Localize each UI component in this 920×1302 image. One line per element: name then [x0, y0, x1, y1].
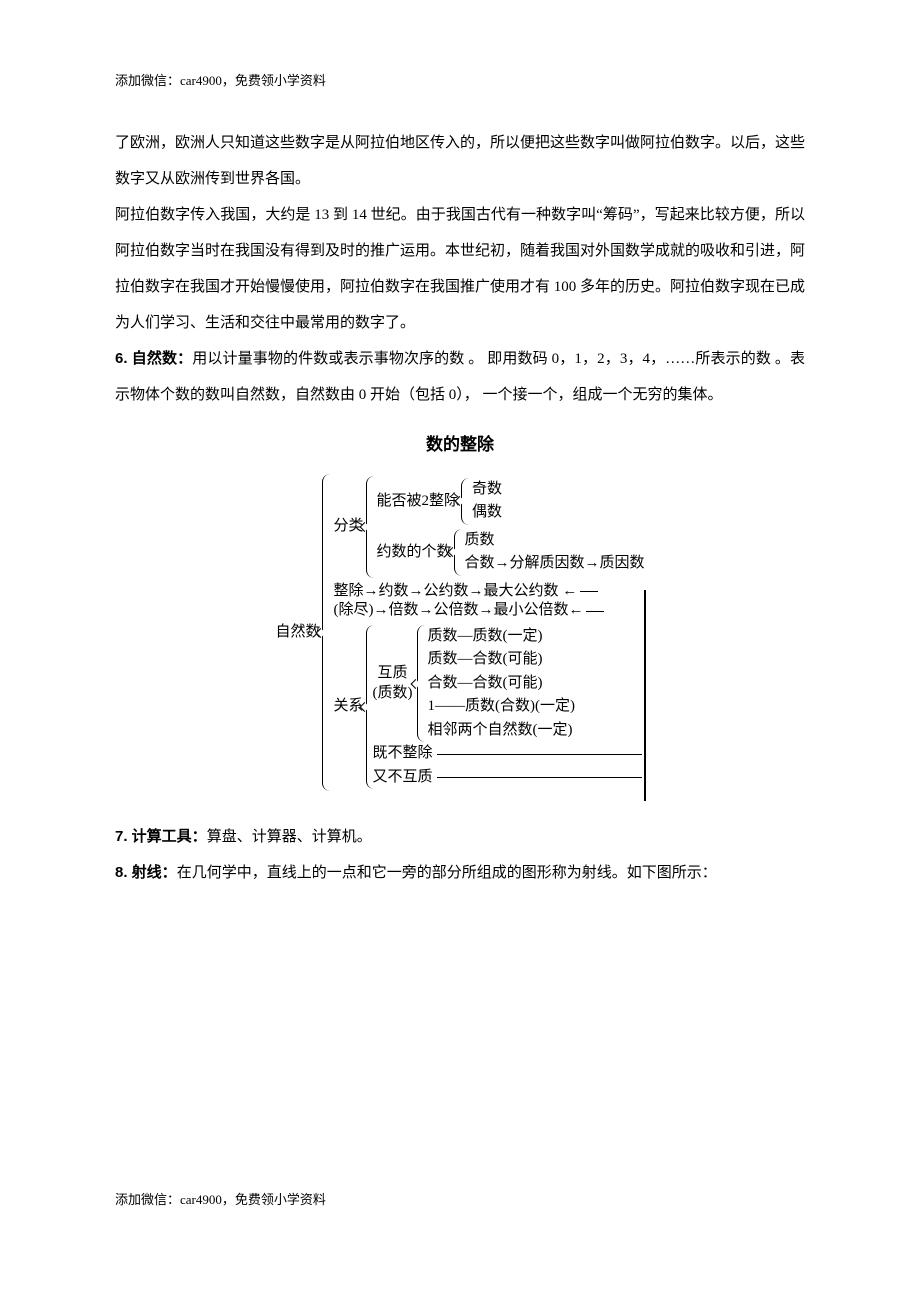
- b3-neither-coprime: 又不互质: [373, 766, 642, 790]
- branch4b-text: 又不互质: [373, 768, 433, 788]
- b3-3: 合数—合数(可能): [428, 672, 575, 696]
- b3-2: 质数—合数(可能): [428, 648, 575, 672]
- b3-prime-paren: (质数): [373, 684, 415, 704]
- b1a-label: 能否被2整除: [377, 492, 462, 512]
- branch2: 整除→约数→公约数→最大公约数 ← (除尽)→倍数→公倍数→最小公倍数←: [333, 580, 644, 623]
- item-7-label: 7. 计算工具：: [115, 828, 207, 845]
- loop-top: [580, 591, 598, 592]
- branch1-brace: 能否被2整除 奇数 偶数 约数的个数 质数: [366, 476, 645, 578]
- b1b-brace: 质数 合数→分解质因数→质因数: [454, 529, 645, 576]
- b1b-row: 约数的个数 质数 合数→分解质因数→质因数: [377, 527, 645, 578]
- page-header: 添加微信：car4900，免费领小学资料: [115, 70, 805, 89]
- b3-neither-div: 既不整除: [373, 742, 642, 766]
- b3-coprime-row: 互质 (质数) 质数—质数(一定) 质数—合数(可能) 合数—合数(可能) 1—…: [373, 625, 642, 743]
- b3-coprime: 互质: [377, 664, 409, 684]
- item-6-natural-numbers: 6. 自然数：用以计量事物的件数或表示事物次序的数 。 即用数码 0，1，2，3…: [115, 341, 805, 413]
- branch2-line2: (除尽)→倍数→公倍数→最小公倍数←: [333, 601, 583, 621]
- root-brace: 分类 能否被2整除 奇数 偶数 约数的个: [322, 474, 644, 792]
- tree-diagram: 自然数 分类 能否被2整除 奇数 偶数: [275, 474, 644, 792]
- b3-4: 1——质数(合数)(一定): [428, 695, 575, 719]
- footer-text: 添加微信：car4900，免费领小学资料: [115, 1192, 326, 1207]
- item-8-label: 8. 射线：: [115, 864, 177, 881]
- loop-mid: [586, 611, 604, 612]
- item-7-body: 算盘、计算器、计算机。: [207, 829, 372, 845]
- branch4a-text: 既不整除: [373, 744, 433, 764]
- branch-classify: 分类 能否被2整除 奇数 偶数 约数的个: [333, 474, 644, 580]
- b1a-row: 能否被2整除 奇数 偶数: [377, 476, 645, 527]
- line4a: [437, 754, 642, 755]
- paragraph-continuation: 了欧洲，欧洲人只知道这些数字是从阿拉伯地区传入的，所以便把这些数字叫做阿拉伯数字…: [115, 125, 805, 197]
- page-footer: 添加微信：car4900，免费领小学资料: [115, 1189, 326, 1208]
- item-8-ray: 8. 射线：在几何学中，直线上的一点和它一旁的部分所组成的图形称为射线。如下图所…: [115, 855, 805, 891]
- b1a-odd: 奇数: [472, 478, 502, 502]
- body-content: 了欧洲，欧洲人只知道这些数字是从阿拉伯地区传入的，所以便把这些数字叫做阿拉伯数字…: [115, 125, 805, 891]
- b3-1: 质数—质数(一定): [428, 625, 575, 649]
- item-8-body: 在几何学中，直线上的一点和它一旁的部分所组成的图形称为射线。如下图所示：: [177, 865, 717, 881]
- diagram-title: 数的整除: [115, 425, 805, 466]
- header-text: 添加微信：car4900，免费领小学资料: [115, 73, 326, 88]
- b3-5: 相邻两个自然数(一定): [428, 719, 575, 743]
- branch-relation: 关系 互质 (质数) 质数—质数(一定) 质数—合数(可能): [333, 623, 644, 792]
- loop-vertical: [644, 590, 646, 801]
- b1b-label: 约数的个数: [377, 543, 454, 563]
- branch3-brace: 互质 (质数) 质数—质数(一定) 质数—合数(可能) 合数—合数(可能) 1—…: [366, 625, 642, 790]
- document-page: 添加微信：car4900，免费领小学资料 了欧洲，欧洲人只知道这些数字是从阿拉伯…: [0, 0, 920, 951]
- b1b-prime: 质数: [465, 529, 645, 553]
- b1a-even: 偶数: [472, 501, 502, 525]
- b3-inner-brace: 质数—质数(一定) 质数—合数(可能) 合数—合数(可能) 1——质数(合数)(…: [417, 625, 575, 743]
- branch2-line1: 整除→约数→公约数→最大公约数 ←: [333, 582, 577, 602]
- item-6-label: 6. 自然数：: [115, 350, 192, 367]
- item-7-tools: 7. 计算工具：算盘、计算器、计算机。: [115, 819, 805, 855]
- paragraph-arabic-numerals: 阿拉伯数字传入我国，大约是 13 到 14 世纪。由于我国古代有一种数字叫“筹码…: [115, 197, 805, 341]
- diagram-container: 自然数 分类 能否被2整除 奇数 偶数: [115, 474, 805, 792]
- b1a-brace: 奇数 偶数: [461, 478, 502, 525]
- item-6-body: 用以计量事物的件数或表示事物次序的数 。 即用数码 0，1，2，3，4，……所表…: [115, 351, 805, 403]
- b1b-composite: 合数→分解质因数→质因数: [465, 552, 645, 576]
- line4b: [437, 777, 642, 778]
